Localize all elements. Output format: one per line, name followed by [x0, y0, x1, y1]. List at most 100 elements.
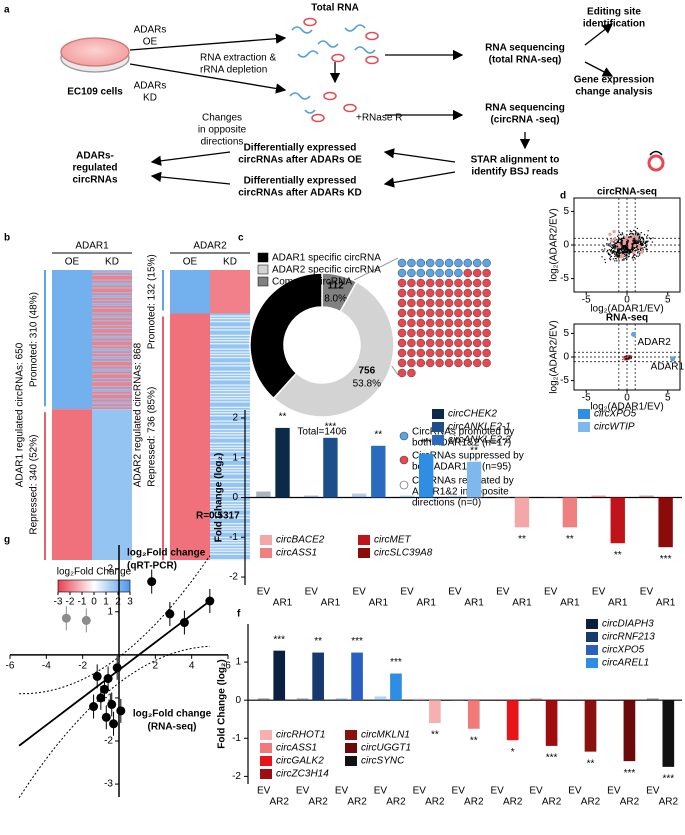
background-point — [623, 356, 626, 359]
bar — [304, 495, 319, 498]
background-point — [626, 247, 628, 249]
y-tick-label: 1 — [235, 657, 241, 668]
dot — [454, 328, 463, 338]
point — [92, 671, 102, 681]
pie-segment — [249, 272, 323, 400]
background-point — [639, 247, 642, 250]
x-tick-label: EV — [496, 587, 510, 598]
legend-label: CircRNAs regulated by — [412, 476, 514, 487]
background-point — [617, 245, 619, 248]
background-point — [637, 245, 641, 250]
y-tick-label: -2 — [229, 572, 238, 583]
bar — [419, 453, 434, 498]
heatmap-stripe — [210, 509, 250, 511]
background-point — [603, 245, 605, 247]
background-point — [621, 232, 623, 234]
background-point — [609, 254, 611, 256]
dot — [435, 348, 444, 358]
background-point — [608, 249, 610, 251]
background-point — [633, 238, 635, 240]
heatmap-stripe — [210, 340, 250, 342]
workflow-label: Editing site — [587, 7, 641, 18]
bar — [658, 497, 673, 548]
dot — [454, 288, 463, 298]
bar — [429, 700, 441, 724]
background-point — [628, 236, 630, 238]
heatmap-stripe — [210, 348, 250, 350]
x-tick-label: AR2 — [659, 797, 679, 808]
background-point — [623, 358, 625, 360]
x-tick-label: AR2 — [542, 797, 562, 808]
heatmap-stripe — [210, 514, 250, 516]
background-point — [638, 236, 640, 238]
background-point — [604, 248, 606, 250]
background-point — [625, 249, 627, 251]
background-point — [625, 248, 628, 250]
background-point — [610, 248, 613, 251]
panel-label: g — [4, 535, 10, 546]
heatmap-stripe — [210, 478, 250, 480]
significance-label: *** — [546, 753, 558, 764]
dot — [425, 268, 435, 278]
background-point — [610, 242, 612, 244]
background-point — [616, 256, 618, 258]
dot — [463, 268, 473, 278]
background-point — [626, 356, 629, 358]
background-point — [639, 236, 641, 238]
background-point — [627, 239, 629, 241]
background-point — [614, 246, 617, 248]
background-point — [642, 243, 644, 245]
pie-percent-label: 38.3% — [257, 327, 285, 338]
background-point — [614, 253, 616, 255]
background-point — [621, 242, 624, 244]
background-point — [625, 236, 629, 240]
panel-label: c — [238, 233, 244, 244]
workflow-label: Total RNA — [311, 3, 359, 14]
x-tick-label: 4 — [189, 660, 195, 671]
heatmap-stripe — [210, 362, 250, 364]
background-point — [623, 236, 625, 239]
point — [96, 693, 106, 703]
background-point — [623, 257, 625, 260]
workflow-label: regulated — [72, 163, 117, 174]
legend-label: circMKLN1 — [361, 730, 410, 741]
dot — [407, 338, 416, 348]
significance-label: *** — [325, 421, 337, 432]
dot — [482, 288, 491, 298]
background-point — [638, 239, 640, 241]
background-point — [626, 250, 629, 252]
dot — [397, 288, 407, 298]
point — [89, 702, 99, 712]
y-tick-label: 0 — [235, 695, 241, 706]
heatmap-stripe — [210, 389, 250, 392]
legend-label: circGALK2 — [276, 756, 324, 767]
background-point — [640, 237, 642, 239]
dot — [444, 258, 454, 268]
background-point — [638, 241, 640, 244]
background-point — [621, 253, 625, 258]
background-point — [647, 230, 649, 232]
legend-swatch — [345, 756, 357, 766]
x-tick-label: 0 — [624, 295, 630, 306]
x-tick-label: -5 — [582, 295, 591, 306]
bar — [623, 700, 636, 762]
background-point — [648, 237, 651, 239]
dot — [407, 298, 416, 308]
x-tick-label: 5 — [665, 295, 671, 306]
x-axis-label: log₂(ADAR1/EV) — [590, 304, 663, 315]
point — [81, 615, 91, 625]
background-point — [623, 246, 625, 248]
background-point — [616, 251, 619, 253]
background-point — [616, 249, 619, 252]
legend-label: CircRNAs suppressed by — [412, 451, 524, 462]
heatmap-stripe — [210, 467, 250, 470]
x-tick-label: AR2 — [581, 797, 601, 808]
background-point — [644, 242, 647, 245]
y-axis-label: log₂Fold change — [127, 548, 206, 559]
workflow-label: change analysis — [575, 87, 653, 98]
background-point — [642, 237, 644, 239]
background-point — [615, 252, 618, 254]
background-point — [608, 243, 610, 245]
background-point — [619, 241, 621, 243]
x-tick-label: AR1 — [369, 598, 389, 609]
